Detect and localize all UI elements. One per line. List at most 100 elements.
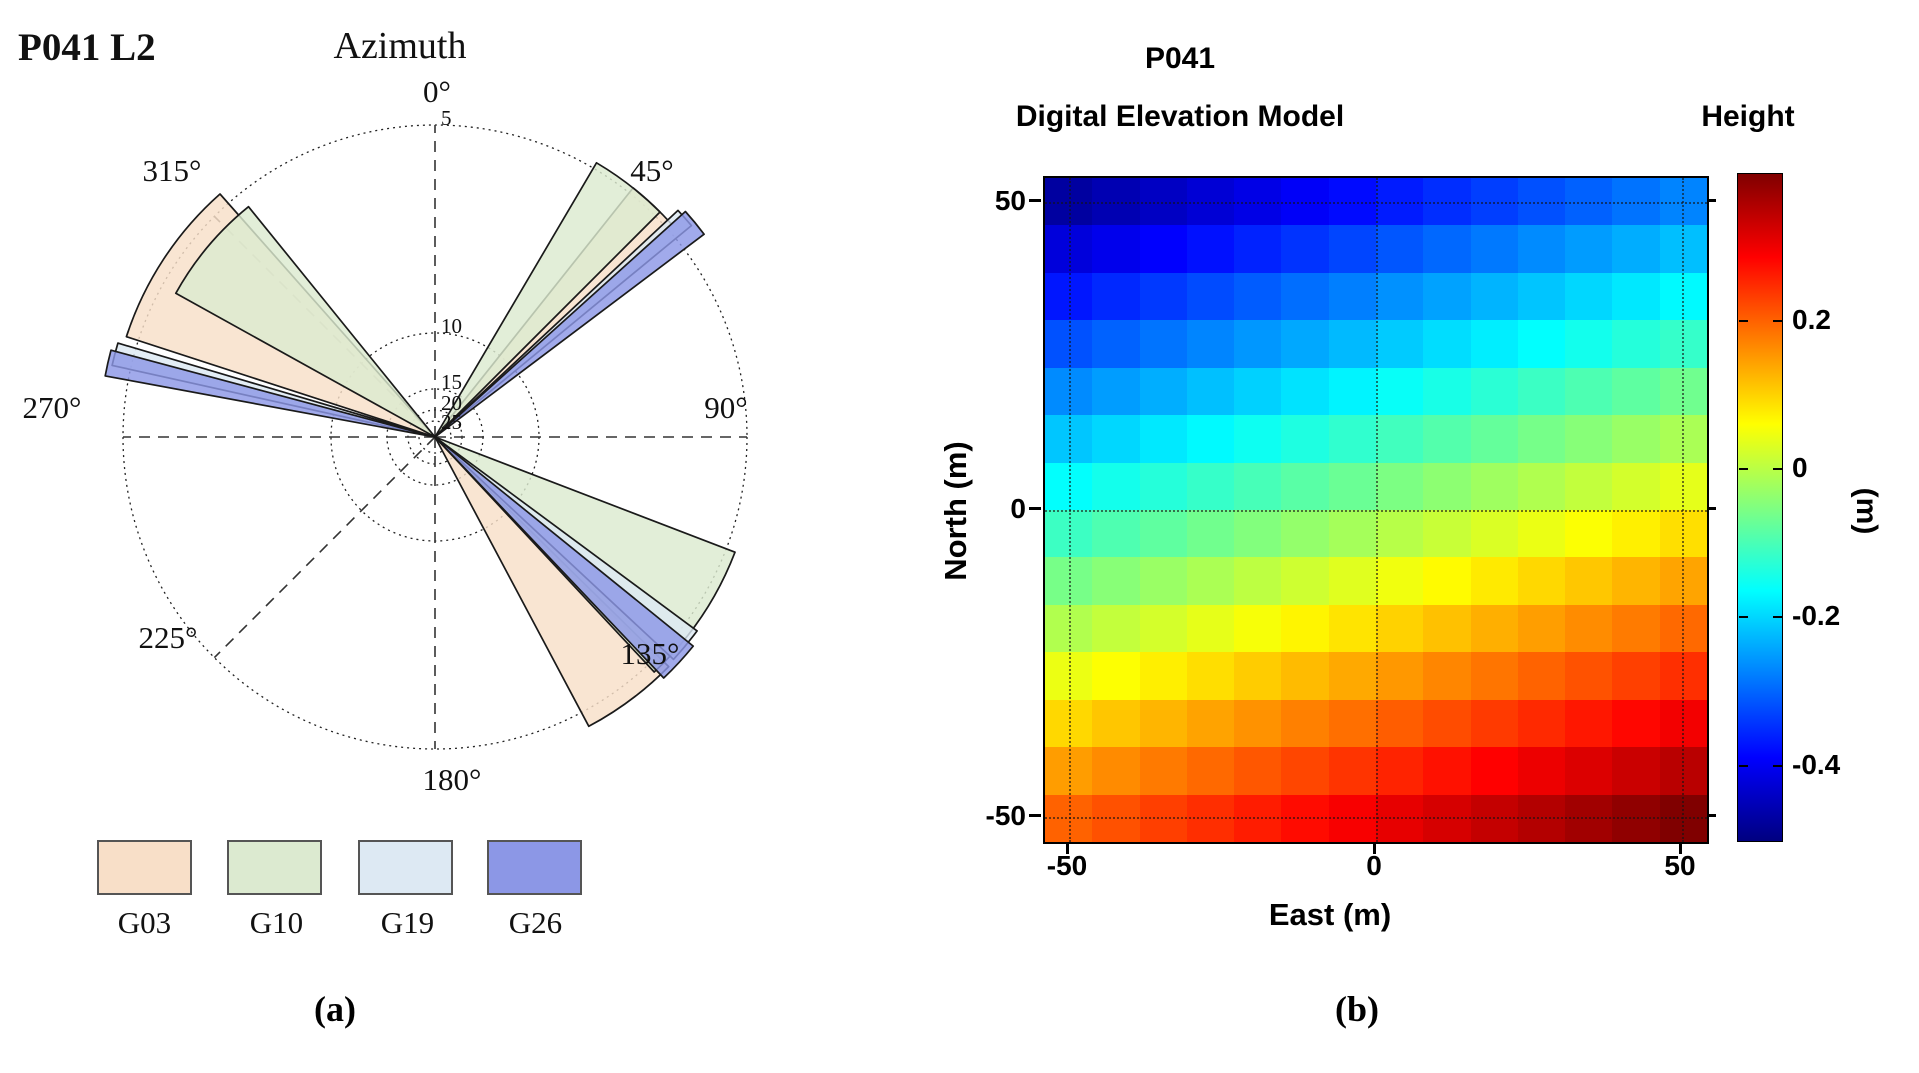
dem-cell bbox=[1328, 604, 1376, 653]
dem-cell bbox=[1612, 367, 1660, 416]
dem-cell bbox=[1565, 178, 1613, 226]
dem-cell bbox=[1423, 509, 1471, 558]
y-tick-right--50 bbox=[1707, 814, 1716, 817]
dem-cell bbox=[1423, 699, 1471, 748]
dem-cell bbox=[1281, 225, 1329, 273]
dem-cell bbox=[1328, 557, 1376, 605]
dem-cell bbox=[1281, 652, 1329, 700]
dem-cell bbox=[1186, 462, 1235, 510]
cb-label--04: -0.4 bbox=[1792, 749, 1841, 780]
dem-cell bbox=[1328, 178, 1376, 226]
dem-cell bbox=[1470, 557, 1518, 605]
dem-cell bbox=[1234, 367, 1282, 416]
x-tick-50 bbox=[1679, 842, 1682, 854]
dem-cell bbox=[1139, 462, 1187, 510]
azimuth-tick-labels: 0° 45° 90° 135° 180° 225° 270° 315° bbox=[23, 74, 748, 797]
dem-cell bbox=[1328, 509, 1376, 558]
dem-cell bbox=[1375, 699, 1424, 748]
dem-cell bbox=[1612, 462, 1660, 510]
dem-cell bbox=[1423, 178, 1471, 226]
dem-cell bbox=[1045, 320, 1093, 368]
dem-cell-grid bbox=[1045, 178, 1707, 842]
dem-cell bbox=[1234, 272, 1282, 321]
dem-cell bbox=[1092, 415, 1140, 463]
dem-cell bbox=[1092, 225, 1140, 273]
dem-cell bbox=[1139, 604, 1187, 653]
dem-cell bbox=[1186, 604, 1235, 653]
dem-cell bbox=[1565, 699, 1613, 748]
x-axis-label: East (m) bbox=[1268, 897, 1392, 932]
dem-cell bbox=[1470, 272, 1518, 321]
dem-cell bbox=[1186, 225, 1235, 273]
dem-cell bbox=[1612, 747, 1660, 795]
dem-cell bbox=[1092, 178, 1140, 226]
dem-cell bbox=[1281, 178, 1329, 226]
dem-cell bbox=[1375, 652, 1424, 700]
dem-cell bbox=[1186, 320, 1235, 368]
dem-cell bbox=[1234, 320, 1282, 368]
dem-cell bbox=[1139, 699, 1187, 748]
dem-cell bbox=[1234, 225, 1282, 273]
dem-cell bbox=[1565, 367, 1613, 416]
dem-cell bbox=[1612, 415, 1660, 463]
dem-cell bbox=[1328, 320, 1376, 368]
dem-cell bbox=[1139, 367, 1187, 416]
elevation-ring-label-15: 15 bbox=[441, 370, 462, 394]
dem-cell bbox=[1281, 272, 1329, 321]
cb-tick-left-0 bbox=[1739, 468, 1748, 470]
dem-cell bbox=[1517, 367, 1566, 416]
dem-cell bbox=[1186, 509, 1235, 558]
dem-cell bbox=[1186, 747, 1235, 795]
dem-cell bbox=[1092, 462, 1140, 510]
dem-cell bbox=[1470, 699, 1518, 748]
legend-swatch-g26 bbox=[487, 840, 582, 895]
dem-cell bbox=[1139, 272, 1187, 321]
y-tick-label-50: 50 bbox=[994, 185, 1026, 216]
dem-cell bbox=[1423, 557, 1471, 605]
dem-cell bbox=[1565, 604, 1613, 653]
x-tick--50 bbox=[1066, 842, 1069, 854]
dem-cell bbox=[1281, 462, 1329, 510]
dem-cell bbox=[1375, 367, 1424, 416]
dem-cell bbox=[1423, 225, 1471, 273]
dem-cell bbox=[1612, 652, 1660, 700]
dem-cell bbox=[1612, 272, 1660, 321]
x-tick-0 bbox=[1373, 842, 1376, 854]
dem-cell bbox=[1375, 557, 1424, 605]
dem-cell bbox=[1045, 415, 1093, 463]
cb-tick-left--02 bbox=[1739, 616, 1748, 618]
dem-cell bbox=[1423, 320, 1471, 368]
dem-cell bbox=[1612, 604, 1660, 653]
dem-cell bbox=[1375, 462, 1424, 510]
dem-cell bbox=[1423, 272, 1471, 321]
dem-cell bbox=[1517, 178, 1566, 226]
sector-G26 bbox=[434, 210, 705, 438]
dem-cell bbox=[1517, 462, 1566, 510]
dem-cell bbox=[1612, 320, 1660, 368]
dem-cell bbox=[1281, 747, 1329, 795]
dem-cell bbox=[1234, 747, 1282, 795]
cb-label-02: 0.2 bbox=[1792, 304, 1831, 335]
elevation-ring-label-20: 20 bbox=[441, 391, 462, 415]
dem-cell bbox=[1470, 320, 1518, 368]
x-tick-label-0: 0 bbox=[1366, 850, 1382, 881]
dem-cell bbox=[1328, 652, 1376, 700]
dem-cell bbox=[1470, 652, 1518, 700]
dem-cell bbox=[1612, 509, 1660, 558]
dem-cell bbox=[1565, 225, 1613, 273]
dem-cell bbox=[1517, 557, 1566, 605]
dem-cell bbox=[1186, 652, 1235, 700]
dem-cell bbox=[1470, 178, 1518, 226]
dem-cell bbox=[1139, 225, 1187, 273]
dem-cell bbox=[1375, 415, 1424, 463]
azimuth-label-135: 135° bbox=[621, 636, 680, 671]
dem-cell bbox=[1139, 320, 1187, 368]
dem-cell bbox=[1092, 604, 1140, 653]
dem-cell bbox=[1045, 747, 1093, 795]
cb-label--02: -0.2 bbox=[1792, 600, 1841, 631]
dem-cell bbox=[1423, 652, 1471, 700]
elevation-ring-label-25: 25 bbox=[441, 410, 462, 434]
gridline-north-0 bbox=[1045, 510, 1707, 512]
dem-cell bbox=[1517, 604, 1566, 653]
dem-cell bbox=[1565, 462, 1613, 510]
